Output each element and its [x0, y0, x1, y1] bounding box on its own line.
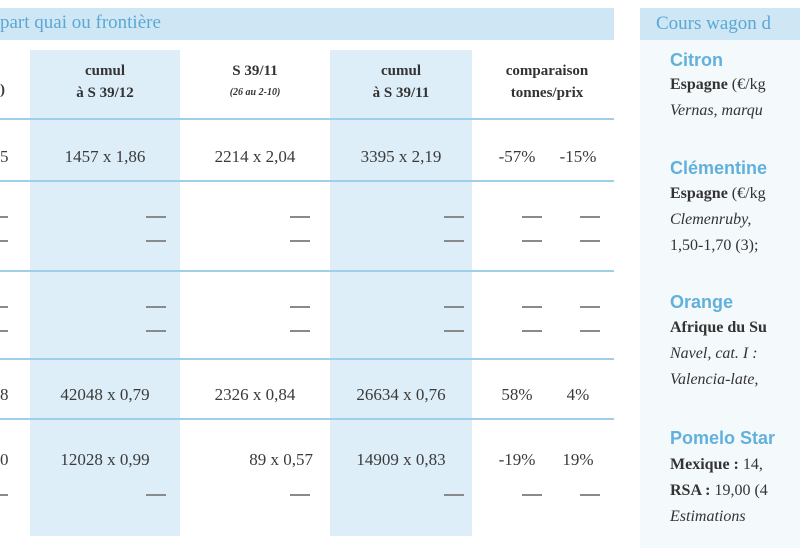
dash — [580, 306, 600, 308]
wagon-prices-panel: Cours wagon d Citron Espagne (€/kg Verna… — [640, 8, 800, 548]
side-line: Valencia-late, — [670, 371, 759, 388]
side-line: Estimations — [670, 508, 746, 525]
side-line: RSA : 19,00 (4 — [670, 482, 768, 500]
price-value: 14, — [738, 456, 763, 473]
price-unit: (€/kg — [727, 185, 766, 202]
row-partial-value: 5 — [0, 147, 9, 166]
dash — [444, 306, 464, 308]
dash — [444, 240, 464, 242]
column-head-sub: (26 au 2-10) — [229, 87, 281, 98]
column-head-line1: comparaison — [505, 63, 589, 79]
column-head-line1: cumul — [84, 63, 125, 79]
row-partial-value: 0 — [0, 450, 9, 469]
dash — [0, 216, 8, 218]
row-divider — [0, 418, 614, 420]
country-label: Afrique du Su — [670, 319, 767, 336]
side-title: Cours wagon d — [656, 13, 772, 34]
dash — [290, 306, 310, 308]
fruit-heading-clementine: Clémentine — [670, 158, 768, 178]
fruit-heading-pomelo: Pomelo Star — [670, 428, 776, 448]
table-title: part quai ou frontière — [0, 12, 161, 33]
cell-cumul-12: 42048 x 0,79 — [60, 385, 150, 404]
cell-compare-tonnes: -57% — [498, 147, 536, 166]
price-unit: (€/kg — [727, 76, 766, 93]
shaded-column-cumul-12 — [30, 50, 180, 536]
cell-cumul-11: 3395 x 2,19 — [360, 147, 442, 166]
row-divider — [0, 180, 614, 182]
column-head-s39-11: S 39/11 (26 au 2-10) — [185, 60, 325, 104]
cell-compare-prix: 19% — [562, 450, 594, 469]
cell-cumul-11: 14909 x 0,83 — [356, 450, 446, 469]
column-head-line2: à S 39/12 — [76, 85, 134, 101]
row-divider — [0, 358, 614, 360]
dash — [290, 240, 310, 242]
partial-column-head: ) — [0, 82, 5, 98]
shaded-column-cumul-11 — [330, 50, 472, 536]
column-head-cumul-s39-11: cumul à S 39/11 — [330, 60, 472, 104]
dash — [580, 216, 600, 218]
side-line: Espagne (€/kg — [670, 185, 766, 203]
side-line: Clemenruby, — [670, 211, 752, 228]
column-head-cumul-s39-12: cumul à S 39/12 — [30, 60, 180, 104]
column-head-comparaison: comparaison tonnes/prix — [480, 60, 614, 104]
cell-compare-tonnes: 58% — [501, 385, 533, 404]
side-line: Mexique : 14, — [670, 456, 763, 474]
dash — [146, 240, 166, 242]
dash — [0, 330, 8, 332]
cell-compare-prix: 4% — [566, 385, 590, 404]
dash — [580, 330, 600, 332]
row-partial-value: 8 — [0, 385, 9, 404]
cell-cumul-12: 1457 x 1,86 — [64, 147, 146, 166]
side-line: Espagne (€/kg — [670, 76, 766, 94]
dash — [146, 306, 166, 308]
dash — [522, 306, 542, 308]
dash — [0, 240, 8, 242]
column-head-line1: cumul — [380, 63, 421, 79]
price-value: 19,00 (4 — [710, 482, 768, 499]
dash — [522, 216, 542, 218]
dash — [146, 330, 166, 332]
cell-s39-11: 89 x 0,57 — [249, 450, 313, 469]
side-line: Afrique du Su — [670, 319, 767, 337]
column-head-line1: S 39/11 — [232, 63, 278, 79]
row-divider — [0, 270, 614, 272]
dash — [0, 494, 8, 496]
dash — [522, 240, 542, 242]
country-label: Espagne — [670, 76, 728, 93]
price-table: part quai ou frontière ) cumul à S 39/12… — [0, 8, 614, 548]
fruit-heading-citron: Citron — [670, 50, 723, 70]
side-line: Navel, cat. I : — [670, 345, 758, 362]
column-head-line2: tonnes/prix — [510, 85, 584, 101]
dash — [444, 494, 464, 496]
table-header-bar — [0, 8, 614, 40]
fruit-heading-orange: Orange — [670, 292, 734, 312]
row-divider — [0, 118, 614, 120]
side-header-bar — [640, 8, 800, 40]
dash — [522, 330, 542, 332]
dash — [146, 494, 166, 496]
dash — [522, 494, 542, 496]
cell-compare-prix: -15% — [559, 147, 597, 166]
cell-cumul-12: 12028 x 0,99 — [60, 450, 150, 469]
country-label: Mexique : — [670, 456, 739, 473]
cell-s39-11: 2214 x 2,04 — [214, 147, 296, 166]
cell-compare-tonnes: -19% — [498, 450, 536, 469]
dash — [290, 330, 310, 332]
column-head-line2: à S 39/11 — [372, 85, 430, 101]
side-line: 1,50-1,70 (3); — [670, 237, 759, 254]
cell-s39-11: 2326 x 0,84 — [214, 385, 296, 404]
dash — [580, 494, 600, 496]
dash — [580, 240, 600, 242]
dash — [146, 216, 166, 218]
country-label: RSA : — [670, 482, 711, 499]
dash — [444, 216, 464, 218]
dash — [444, 330, 464, 332]
country-label: Espagne — [670, 185, 728, 202]
dash — [0, 306, 8, 308]
dash — [290, 216, 310, 218]
side-line: Vernas, marqu — [670, 102, 763, 119]
cell-cumul-11: 26634 x 0,76 — [356, 385, 446, 404]
dash — [290, 494, 310, 496]
